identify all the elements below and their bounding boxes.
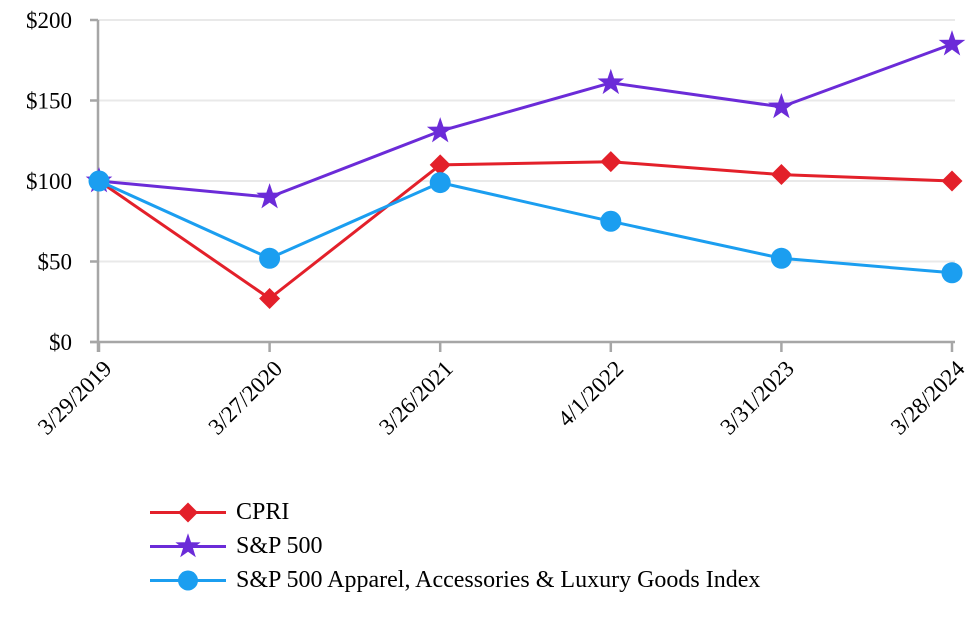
x-axis-tick-label: 4/1/2022 [553,356,629,432]
diamond-marker [429,154,451,176]
diamond-marker [941,170,963,192]
circle-marker [259,247,281,269]
y-axis-tick-label: $100 [26,169,72,194]
circle-marker [429,172,451,194]
axes: $0 $50 $100 $150 $200 3/29/2019 3/27/2020 3/26/… [26,8,970,439]
diamond-marker [770,164,792,186]
star-marker [938,30,966,56]
x-axis-tick-label: 3/27/2020 [203,356,287,440]
legend-circle-swatch [150,570,226,591]
circle-marker [88,170,110,192]
circle-marker [770,247,792,269]
circle-marker [941,262,963,284]
star-marker [175,533,201,558]
legend-item: S&P 500 [150,533,760,560]
legend-label: S&P 500 Apparel, Accessories & Luxury Go… [236,567,761,593]
circle-marker [600,210,622,232]
legend-label: S&P 500 [236,533,323,559]
chart-plot-area: $0 $50 $100 $150 $200 3/29/2019 3/27/2020 3/26/… [26,8,970,439]
series-2 [88,170,963,284]
y-axis-tick-label: $0 [49,330,72,355]
legend-item: CPRI [150,499,760,526]
gridlines [98,19,955,263]
star-marker [426,117,454,143]
x-axis-tick-label: 3/29/2019 [33,356,117,440]
x-axis-tick-label: 3/28/2024 [886,356,970,440]
diamond-marker [178,502,198,523]
chart-legend: CPRI S&P 500 S&P 500 Apparel, Accessories … [150,499,760,594]
y-axis-tick-label: $150 [26,89,72,114]
series-line [97,160,954,300]
legend-star-swatch [150,533,226,558]
diamond-marker [259,288,281,310]
legend-diamond-swatch [150,502,226,523]
x-axis-tick-label: 3/31/2023 [715,356,799,440]
y-axis-tick-label: $200 [26,8,72,33]
series-line [97,42,954,199]
x-axis-tick-label: 3/26/2021 [374,356,458,440]
series-0 [88,151,963,310]
diamond-marker [600,151,622,173]
circle-marker [178,570,198,591]
series-line [97,179,954,275]
legend-label: CPRI [236,499,290,525]
star-marker [256,183,283,209]
star-marker [597,68,625,95]
legend-item: S&P 500 Apparel, Accessories & Luxury Go… [150,567,760,594]
y-axis-tick-label: $50 [38,250,73,275]
star-marker [768,92,795,119]
